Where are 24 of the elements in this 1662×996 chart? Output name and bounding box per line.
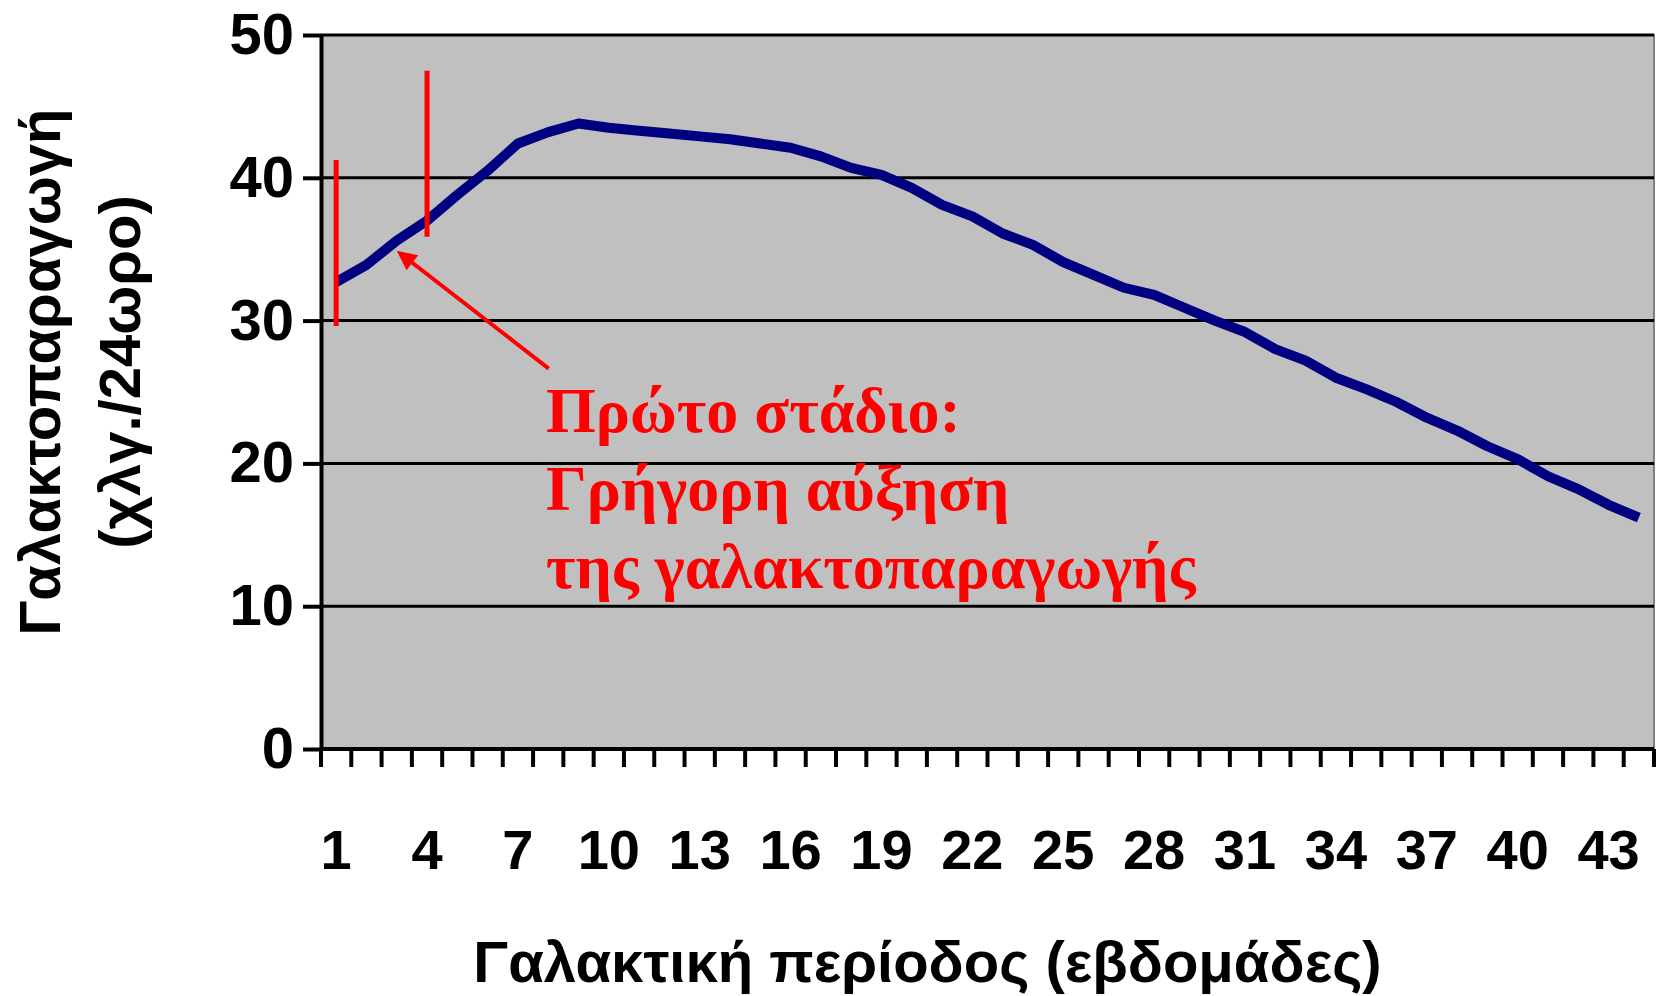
x-tick-label: 19 bbox=[850, 818, 913, 881]
y-axis-title: Γαλακτοπαραγωγή (χλγ./24ωρο) bbox=[7, 108, 152, 636]
y-tick-label: 50 bbox=[229, 1, 294, 67]
x-tick-label: 40 bbox=[1486, 818, 1549, 881]
x-tick-label: 37 bbox=[1395, 818, 1458, 881]
x-tick-label: 31 bbox=[1213, 818, 1277, 881]
y-tick-label: 10 bbox=[229, 572, 294, 638]
annotation: Πρώτο στάδιο: Γρήγορη αύξηση της γαλακτοπαραγωγής bbox=[546, 375, 1197, 602]
x-tick-label: 22 bbox=[941, 818, 1004, 881]
x-tick-label: 4 bbox=[411, 818, 443, 881]
y-tick-label: 40 bbox=[229, 143, 294, 209]
x-tick-label: 10 bbox=[577, 818, 640, 881]
y-tick-label: 30 bbox=[229, 286, 294, 352]
y-tick-label: 0 bbox=[261, 715, 294, 781]
x-tick-label: 16 bbox=[759, 818, 822, 881]
x-tick-label: 13 bbox=[668, 818, 731, 881]
x-tick-label: 1 bbox=[320, 818, 352, 881]
x-tick-label: 25 bbox=[1032, 818, 1095, 881]
x-tick-label: 43 bbox=[1577, 818, 1640, 881]
y-tick-label: 20 bbox=[229, 429, 294, 495]
x-axis-title: Γαλακτική περίοδος (εβδομάδες) bbox=[473, 929, 1382, 994]
x-tick-label: 34 bbox=[1304, 818, 1368, 881]
x-tick-label: 7 bbox=[502, 818, 534, 881]
x-tick-label: 28 bbox=[1122, 818, 1186, 881]
